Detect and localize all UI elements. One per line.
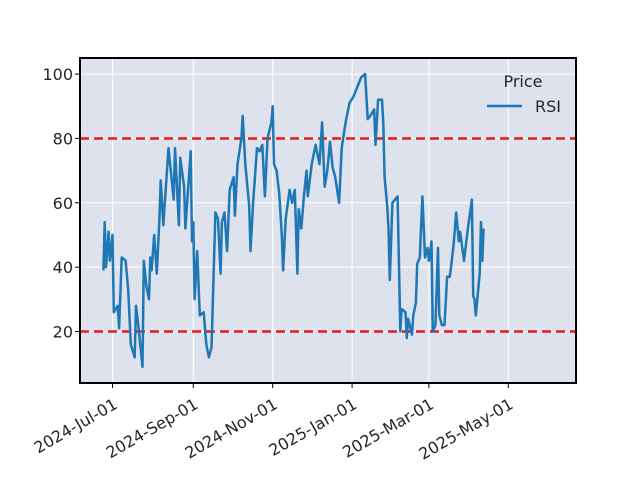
x-axis-ticks: 2024-Jul-012024-Sep-012024-Nov-012025-Ja… bbox=[31, 383, 516, 464]
y-tick-label-2: 60 bbox=[53, 194, 73, 213]
legend-label-rsi: RSI bbox=[535, 97, 561, 116]
y-tick-label-4: 100 bbox=[42, 65, 73, 84]
series-line-rsi bbox=[102, 72, 485, 369]
y-tick-label-0: 20 bbox=[53, 323, 73, 342]
legend-title: Price bbox=[503, 72, 542, 91]
y-axis-ticks: 20 40 60 80 100 bbox=[42, 65, 80, 342]
y-tick-label-1: 40 bbox=[53, 258, 73, 277]
y-tick-label-3: 80 bbox=[53, 129, 73, 148]
reference-lines bbox=[80, 137, 576, 333]
plot-frame bbox=[79, 57, 577, 384]
legend: Price RSI bbox=[487, 72, 561, 116]
